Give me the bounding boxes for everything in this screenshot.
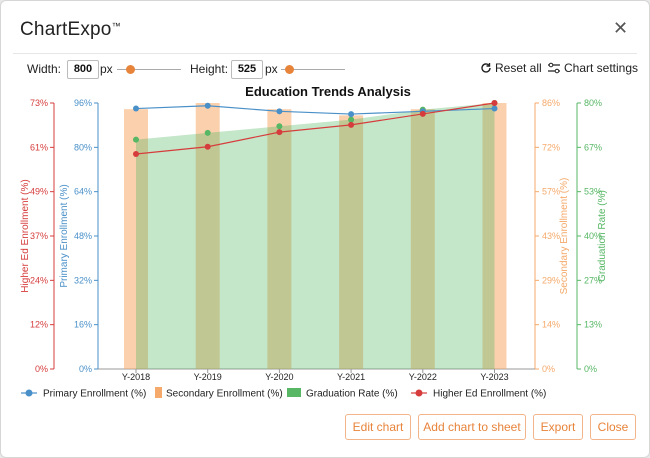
primary-enrollment-line (135, 105, 495, 115)
primary-tick-label: 64% (74, 187, 92, 197)
primary-enrollment-point (276, 108, 283, 115)
primary-enrollment-point (491, 105, 498, 112)
secondary-tick-label: 43% (542, 231, 560, 241)
height-label: Height: (190, 62, 229, 76)
legend-label: Graduation Rate (%) (306, 389, 398, 400)
brand-title: ChartExpo™ (20, 19, 121, 40)
height-slider-track[interactable] (281, 69, 345, 70)
x-tick-label: Y-2019 (194, 372, 222, 382)
higher-ed-enrollment-line (135, 102, 495, 155)
graduation-tick-label: 80% (584, 98, 602, 108)
primary-axis-title: Primary Enrollment (%) (59, 184, 70, 287)
secondary-tick-label: 0% (542, 364, 555, 374)
higher-ed-enrollment-point (133, 151, 139, 158)
higher-tick-label: 37% (30, 231, 48, 241)
graduation-rate-point (348, 116, 355, 123)
primary-enrollment-point (133, 105, 139, 112)
secondary-tick-label: 14% (542, 320, 560, 330)
graduation-axis-title: Graduation Rate (%) (597, 190, 608, 282)
higher-axis-title: Higher Ed Enrollment (%) (20, 179, 31, 292)
higher-tick-label: 0% (35, 364, 48, 374)
higher-tick-label: 12% (30, 320, 48, 330)
higher-tick-label: 24% (30, 275, 48, 285)
export-button[interactable]: Export (533, 414, 583, 440)
chart-settings-button[interactable]: Chart settings (547, 61, 638, 75)
graduation-tick-label: 67% (584, 142, 602, 152)
reset-all-button[interactable]: Reset all (480, 61, 542, 75)
legend-swatch-marker (415, 389, 423, 397)
secondary-enrollment-bar (267, 109, 292, 370)
legend-item[interactable]: Graduation Rate (%) (287, 388, 398, 400)
reset-all-label: Reset all (495, 61, 542, 75)
graduation-tick-label: 53% (584, 187, 602, 197)
close-button[interactable]: Close (590, 414, 636, 440)
legend-item[interactable]: Primary Enrollment (%) (21, 389, 146, 400)
secondary-enrollment-bar (482, 103, 507, 369)
secondary-axis-title: Secondary Enrollment (%) (559, 178, 570, 295)
higher-tick-label: 49% (30, 187, 48, 197)
higher-ed-enrollment-point (348, 121, 355, 128)
width-input[interactable]: 800 (67, 60, 99, 79)
secondary-tick-label: 57% (542, 187, 560, 197)
x-tick-label: Y-2021 (337, 372, 365, 382)
primary-tick-label: 96% (74, 98, 92, 108)
chart-title: Education Trends Analysis (245, 84, 411, 99)
primary-enrollment-point (204, 102, 211, 109)
legend-swatch-bar (155, 387, 162, 398)
secondary-enrollment-bar (339, 115, 364, 369)
secondary-tick-label: 29% (542, 275, 560, 285)
primary-tick-label: 32% (74, 275, 92, 285)
graduation-tick-label: 13% (584, 320, 602, 330)
higher-ed-enrollment-point (204, 143, 211, 150)
graduation-rate-point (204, 129, 211, 136)
settings-sliders-icon (548, 62, 560, 74)
legend-item[interactable]: Secondary Enrollment (%) (155, 387, 283, 400)
close-icon[interactable]: ✕ (613, 18, 629, 38)
height-slider-handle[interactable] (285, 65, 294, 74)
legend-item[interactable]: Higher Ed Enrollment (%) (411, 389, 546, 400)
graduation-tick-label: 0% (584, 364, 597, 374)
secondary-tick-label: 72% (542, 142, 560, 152)
width-slider-track[interactable] (117, 69, 181, 70)
height-input[interactable]: 525 (231, 60, 263, 79)
x-tick-label: Y-2020 (265, 372, 293, 382)
chart-area: Education Trends Analysis 0% 12% 24% 37% 49%… (1, 81, 649, 406)
edit-chart-button[interactable]: Edit chart (345, 414, 411, 440)
x-tick-label: Y-2022 (409, 372, 437, 382)
x-tick-label: Y-2018 (122, 372, 150, 382)
graduation-tick-label: 27% (584, 275, 602, 285)
width-unit: px (100, 62, 113, 76)
primary-tick-label: 80% (74, 142, 92, 152)
graduation-tick-label: 40% (584, 231, 602, 241)
secondary-enrollment-bar (410, 109, 435, 370)
graduation-rate-point (276, 123, 283, 130)
header-divider (13, 53, 637, 54)
primary-tick-label: 48% (74, 231, 92, 241)
graduation-rate-area (136, 103, 495, 369)
height-unit: px (265, 62, 278, 76)
higher-tick-label: 73% (30, 98, 48, 108)
graduation-rate-point (133, 136, 139, 143)
higher-tick-label: 61% (30, 142, 48, 152)
secondary-tick-label: 86% (542, 98, 560, 108)
x-tick-label: Y-2023 (480, 372, 508, 382)
legend-label: Primary Enrollment (%) (43, 389, 146, 400)
primary-enrollment-point (348, 111, 355, 118)
legend-label: Secondary Enrollment (%) (166, 389, 283, 400)
primary-tick-label: 0% (79, 364, 92, 374)
add-chart-to-sheet-button[interactable]: Add chart to sheet (418, 414, 526, 440)
legend-label: Higher Ed Enrollment (%) (433, 389, 546, 400)
width-label: Width: (27, 62, 62, 76)
legend-swatch-area (287, 388, 301, 397)
legend-swatch-marker (25, 389, 33, 397)
higher-ed-enrollment-point (491, 100, 498, 106)
higher-ed-enrollment-point (419, 110, 426, 117)
width-slider-handle[interactable] (126, 65, 135, 74)
higher-ed-enrollment-point (276, 129, 283, 136)
reset-icon (481, 63, 491, 73)
primary-tick-label: 16% (74, 320, 92, 330)
chart-settings-label: Chart settings (564, 61, 639, 75)
